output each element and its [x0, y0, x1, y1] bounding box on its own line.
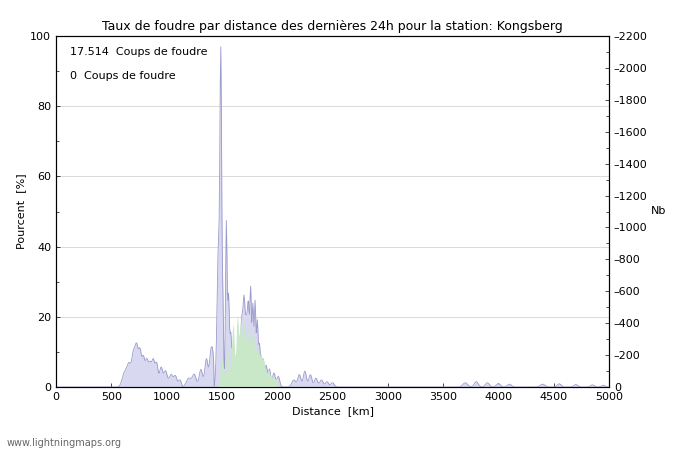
Text: 17.514  Coups de foudre: 17.514 Coups de foudre [70, 46, 207, 57]
Text: 0  Coups de foudre: 0 Coups de foudre [70, 71, 176, 81]
Y-axis label: Nb: Nb [651, 207, 666, 216]
Text: www.lightningmaps.org: www.lightningmaps.org [7, 438, 122, 448]
X-axis label: Distance  [km]: Distance [km] [291, 406, 374, 416]
Title: Taux de foudre par distance des dernières 24h pour la station: Kongsberg: Taux de foudre par distance des dernière… [102, 20, 563, 33]
Y-axis label: Pourcent  [%]: Pourcent [%] [16, 174, 26, 249]
